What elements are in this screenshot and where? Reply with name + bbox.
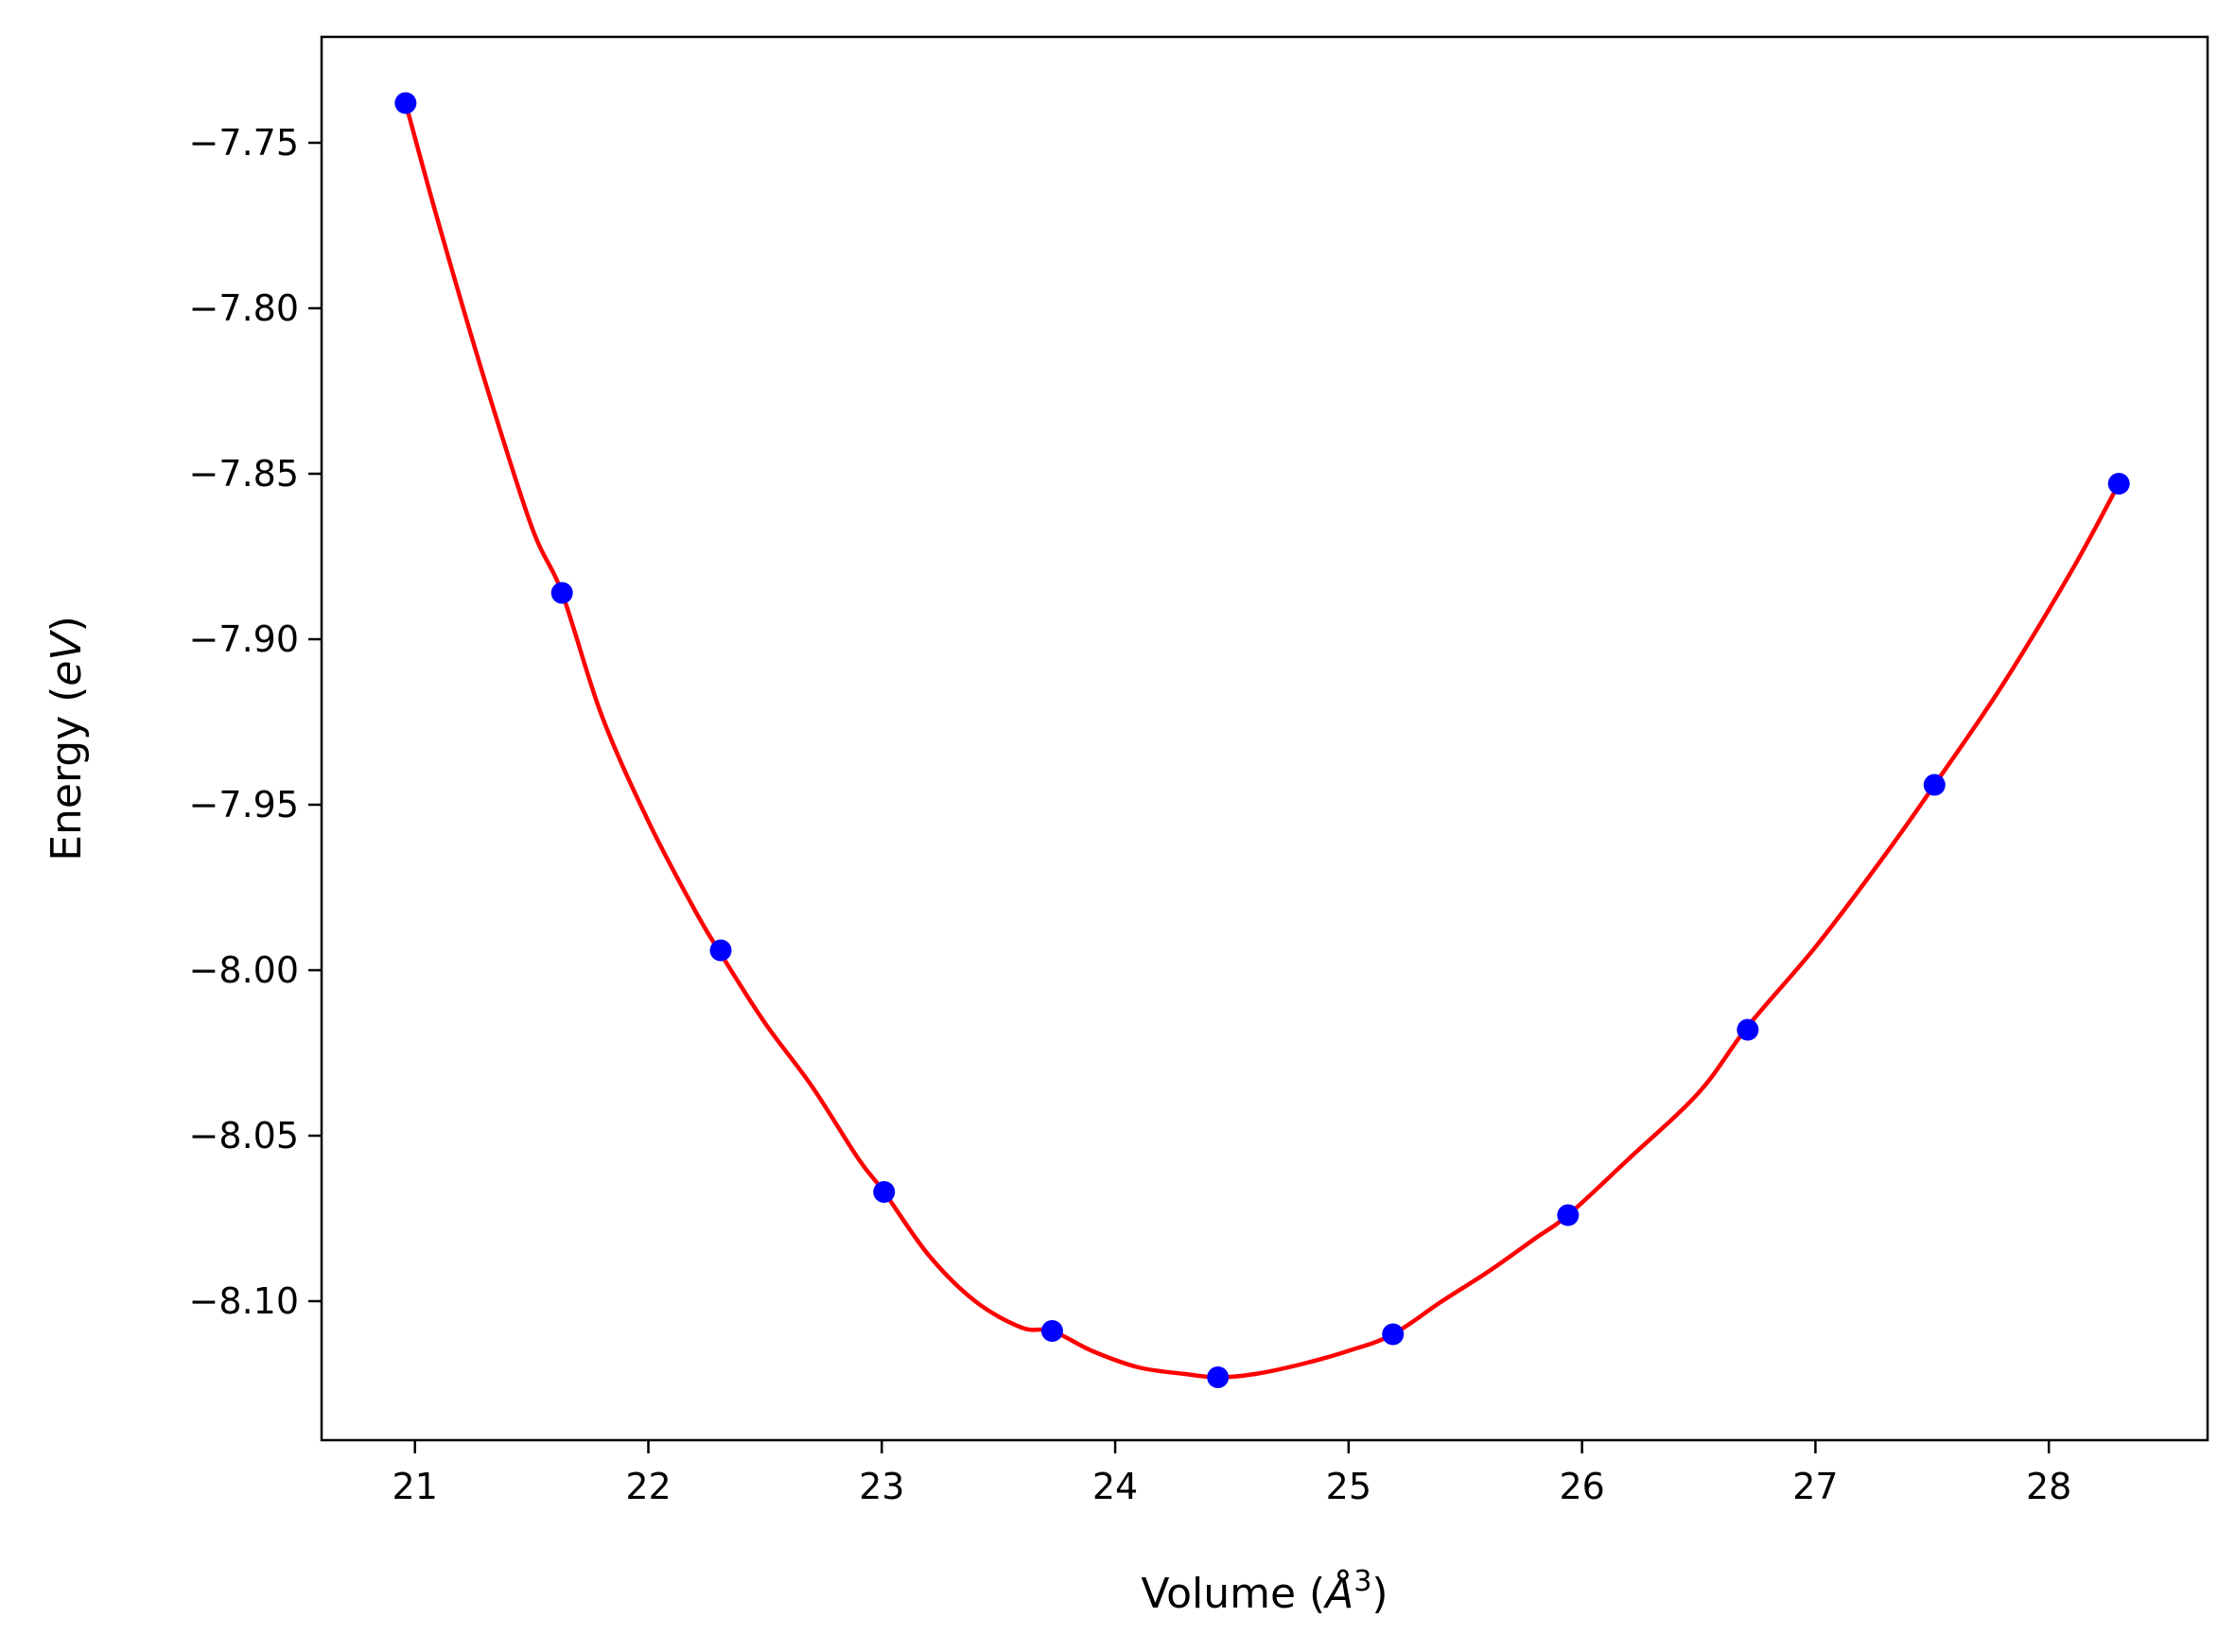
y-tick-label: −8.00 xyxy=(189,949,299,991)
x-tick-label: 24 xyxy=(1092,1466,1138,1507)
x-axis-ticks: 21 22 23 24 25 26 27 28 xyxy=(393,1440,2071,1507)
data-point xyxy=(1040,1320,1063,1342)
x-tick-label: 28 xyxy=(2026,1466,2071,1507)
y-tick-label: −8.05 xyxy=(189,1115,299,1156)
data-point xyxy=(2107,473,2130,495)
y-tick-label: −8.10 xyxy=(189,1280,299,1322)
data-point xyxy=(709,939,732,962)
x-tick-label: 21 xyxy=(393,1466,438,1507)
y-tick-label: −7.80 xyxy=(189,287,299,329)
data-point xyxy=(394,92,417,114)
data-point xyxy=(550,582,573,604)
x-tick-label: 27 xyxy=(1792,1466,1838,1507)
x-axis-title: Volume (Å3) xyxy=(1141,1565,1388,1618)
y-tick-label: −7.85 xyxy=(189,453,299,495)
data-point xyxy=(1923,774,1946,796)
y-axis-title: Energy (eV) xyxy=(43,616,91,861)
plot-area xyxy=(322,37,2208,1440)
fit-curve-layer xyxy=(403,102,2122,1380)
y-tick-label: −7.95 xyxy=(189,784,299,826)
x-tick-label: 25 xyxy=(1326,1466,1371,1507)
data-point xyxy=(1737,1018,1759,1041)
x-tick-label: 26 xyxy=(1559,1466,1604,1507)
y-tick-label: −7.75 xyxy=(189,122,299,164)
data-point xyxy=(1382,1323,1405,1346)
plot-frame xyxy=(320,35,2209,1442)
data-points-layer xyxy=(394,92,2130,1388)
x-tick-label: 22 xyxy=(625,1466,671,1507)
y-axis-ticks: −7.75 −7.80 −7.85 −7.90 −7.95 −8.00 −8.05 −8.10 xyxy=(189,122,322,1322)
data-point xyxy=(1207,1366,1230,1388)
data-point xyxy=(873,1181,896,1203)
fit-curve-line xyxy=(403,102,2122,1380)
data-point xyxy=(1557,1204,1580,1226)
y-tick-label: −7.90 xyxy=(189,618,299,660)
x-tick-label: 23 xyxy=(859,1466,904,1507)
